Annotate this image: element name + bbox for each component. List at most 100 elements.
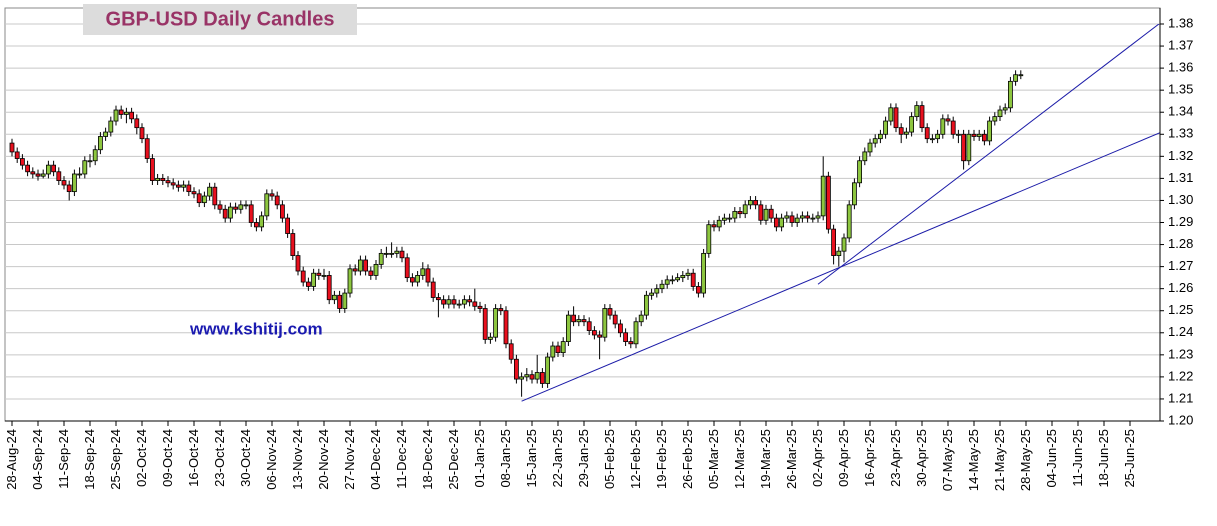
candle-body	[425, 268, 431, 283]
candle-body	[181, 184, 187, 188]
candle-body	[727, 217, 732, 220]
candle-body	[264, 193, 270, 217]
y-tick-label: 1.31	[1168, 170, 1193, 185]
x-tick-label: 29-Jan-25	[576, 429, 591, 488]
x-tick-label: 26-Mar-25	[784, 429, 799, 489]
candle-body	[170, 182, 176, 186]
candle-body	[602, 308, 608, 338]
candle-body	[774, 217, 779, 228]
candle-body	[529, 374, 535, 380]
x-tick-label: 28-May-25	[1018, 429, 1033, 491]
candle-body	[789, 215, 795, 223]
candle-body	[19, 158, 25, 166]
candle-body	[898, 127, 904, 135]
candle-body	[836, 250, 842, 256]
candle-body	[815, 215, 821, 219]
candle-body	[160, 177, 166, 181]
candle-body	[701, 252, 706, 294]
x-tick-label: 11-Sep-24	[56, 429, 71, 489]
candle-body	[696, 286, 701, 294]
candle-body	[300, 270, 306, 283]
candle-body	[664, 279, 670, 285]
candle-body	[644, 294, 649, 316]
candle-body	[654, 288, 660, 294]
candle-body	[997, 109, 1003, 118]
candle-body	[274, 195, 280, 206]
x-tick-label: 25-Dec-24	[446, 429, 461, 490]
candle-body	[800, 215, 805, 219]
x-tick-label: 11-Dec-24	[394, 429, 409, 489]
candle-body	[498, 308, 504, 312]
candle-body	[607, 308, 613, 316]
candle-body	[98, 136, 103, 151]
candle-body	[930, 138, 935, 141]
candle-body	[555, 345, 561, 354]
candle-body	[924, 127, 930, 140]
candle-body	[716, 219, 722, 228]
x-tick-label: 25-Jun-25	[1122, 429, 1137, 488]
candle-body	[394, 250, 400, 254]
candle-body	[196, 193, 202, 204]
candle-body	[305, 281, 311, 287]
candle-body	[217, 204, 223, 210]
candle-body	[46, 164, 51, 175]
candle-body	[810, 217, 816, 220]
x-tick-label: 06-Nov-24	[264, 429, 279, 490]
candle-body	[451, 299, 457, 305]
x-tick-label: 09-Oct-24	[160, 429, 175, 487]
candle-body	[706, 224, 712, 254]
candle-body	[420, 268, 426, 276]
candle-body	[805, 215, 810, 219]
candle-body	[909, 116, 914, 133]
x-tick-label: 16-Oct-24	[186, 429, 201, 487]
candle-body	[794, 217, 800, 223]
candle-body	[129, 111, 135, 120]
candle-body	[477, 305, 483, 309]
candle-body	[342, 292, 348, 309]
candle-body	[467, 299, 473, 303]
x-tick-label: 21-May-25	[992, 429, 1007, 491]
candle-body	[992, 116, 998, 122]
candle-body	[545, 356, 550, 384]
candles	[9, 70, 1024, 397]
candle-body	[867, 142, 873, 153]
candle-body	[113, 109, 119, 122]
candle-body	[446, 299, 452, 305]
x-tick-label: 23-Apr-25	[888, 429, 903, 487]
x-tick-label: 07-May-25	[940, 429, 955, 491]
x-tick-label: 20-Nov-24	[316, 429, 331, 490]
candle-body	[482, 308, 488, 340]
x-tick-label: 30-Oct-24	[238, 429, 253, 487]
candle-body	[680, 275, 686, 279]
candle-body	[337, 294, 343, 309]
x-tick-label: 12-Feb-25	[628, 429, 643, 489]
candle-body	[888, 107, 894, 122]
y-tick-label: 1.25	[1168, 302, 1193, 317]
candle-body	[430, 281, 436, 298]
candle-body	[144, 138, 150, 159]
candle-body	[732, 211, 738, 219]
candle-body	[592, 330, 597, 336]
x-tick-label: 19-Feb-25	[654, 429, 669, 489]
candle-body	[108, 120, 114, 133]
x-tick-label: 05-Mar-25	[706, 429, 721, 489]
candle-body	[14, 151, 20, 159]
candle-body	[347, 268, 353, 294]
candle-body	[212, 186, 218, 206]
candle-body	[233, 206, 239, 210]
candle-body	[779, 217, 784, 228]
candle-body	[831, 228, 836, 256]
y-tick-label: 1.27	[1168, 258, 1193, 273]
y-tick-label: 1.38	[1168, 15, 1193, 30]
candle-body	[118, 109, 124, 115]
candle-body	[524, 374, 530, 378]
candle-body	[685, 272, 691, 276]
x-tick-label: 08-Jan-25	[498, 429, 513, 488]
candle-body	[737, 211, 743, 215]
candle-body	[586, 321, 592, 331]
x-tick-label: 15-Jan-25	[524, 429, 539, 488]
candle-body	[508, 343, 514, 360]
candle-body	[72, 173, 77, 193]
candle-body	[383, 252, 389, 255]
